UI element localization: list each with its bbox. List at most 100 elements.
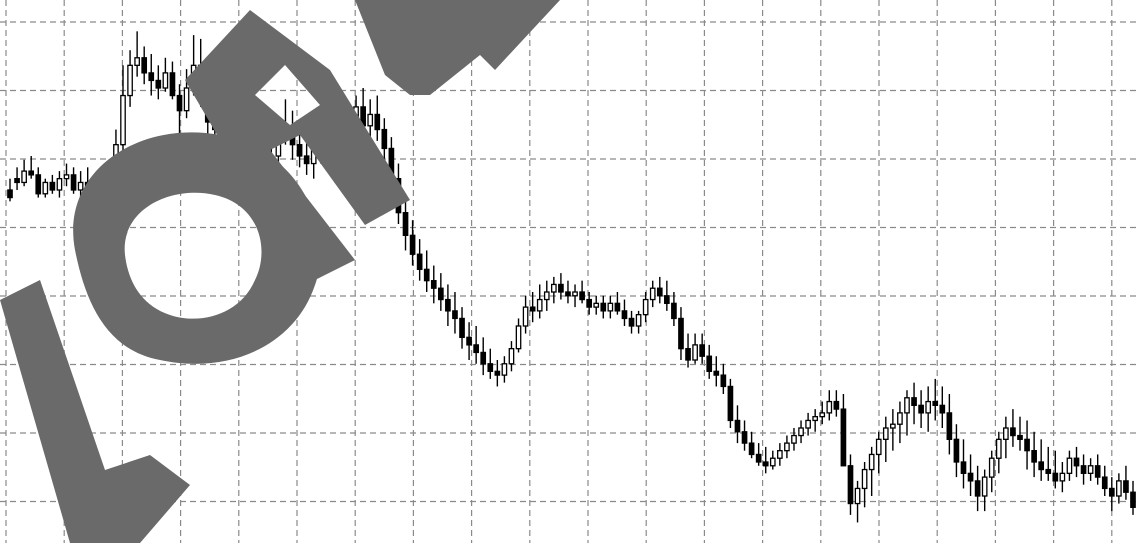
candle (374, 95, 381, 141)
candles (7, 31, 1136, 523)
candle (275, 118, 282, 164)
candle (727, 378, 734, 428)
candle (720, 363, 727, 394)
candle (543, 280, 550, 311)
candle-body-up (346, 121, 352, 142)
candle (904, 390, 910, 436)
candle (317, 122, 324, 164)
candle-body-down (762, 461, 769, 467)
candle-body-down (480, 351, 487, 365)
candle-body-up (882, 427, 889, 440)
candle-body-down (141, 57, 148, 74)
candle (932, 378, 939, 421)
candle (487, 348, 494, 379)
candle (1052, 450, 1059, 489)
candle (826, 390, 833, 421)
candle (628, 310, 635, 334)
candle-body-down (494, 370, 501, 376)
candle (1073, 446, 1080, 478)
candle (882, 416, 889, 462)
candle (508, 341, 515, 372)
candle-body-up (339, 140, 345, 172)
candle (197, 38, 204, 107)
candle-body-up (572, 291, 578, 297)
candle-body-up (805, 419, 811, 429)
candle (219, 118, 225, 179)
candle-body-down (664, 295, 670, 304)
candle (1094, 454, 1101, 485)
candle (247, 148, 253, 183)
candle-body-up (890, 423, 896, 429)
candle-body-down (748, 442, 755, 456)
candle (699, 333, 706, 364)
candle (515, 318, 522, 353)
candle-body-down (671, 302, 677, 320)
candle (614, 292, 621, 315)
candle-body-up (261, 166, 268, 184)
candle (324, 114, 331, 160)
candle-body-up (826, 400, 833, 414)
candle (91, 178, 98, 209)
candle (692, 333, 698, 364)
candle (240, 171, 246, 198)
candle (741, 420, 748, 451)
candle-body-down (416, 253, 423, 270)
candle-body-down (254, 162, 261, 184)
candle-body-up (995, 438, 1002, 459)
candle (169, 61, 176, 100)
candle (981, 469, 988, 512)
candle (1108, 477, 1115, 512)
candle (162, 57, 169, 92)
candle (656, 276, 663, 304)
candle (875, 431, 882, 474)
candle (911, 382, 917, 425)
candle-body-down (1017, 434, 1023, 440)
candle-body-up (63, 174, 70, 180)
candle (1080, 454, 1087, 485)
candle (423, 250, 430, 292)
candle (664, 280, 670, 311)
candle-body-down (586, 298, 592, 308)
candle-body-up (1003, 427, 1009, 440)
candle-body-up (812, 416, 819, 422)
candle-body-down (35, 174, 42, 195)
candle-body-down (445, 298, 451, 312)
candle-body-down (720, 374, 727, 388)
candle (134, 31, 140, 77)
candle-body-down (430, 280, 437, 289)
candle-body-up (268, 155, 275, 168)
candle-body-up (190, 64, 197, 89)
candle-body-down (1101, 476, 1108, 490)
candle-body-up (692, 344, 698, 361)
candle (310, 133, 317, 179)
candle-body-up (642, 298, 649, 316)
candle (890, 409, 896, 451)
candle (678, 307, 684, 360)
candle (558, 273, 564, 300)
candle (706, 344, 713, 379)
candle-body-down (14, 178, 20, 184)
candle-body-up (784, 442, 790, 452)
candle (360, 88, 366, 138)
candle-body-up (1116, 480, 1122, 497)
candle (183, 69, 190, 119)
candle-body-down (409, 234, 416, 255)
candle (226, 148, 232, 187)
candle (642, 292, 649, 323)
candle-body-up (1066, 457, 1073, 474)
candle (1123, 465, 1129, 500)
candle (353, 95, 359, 134)
candle-body-down (374, 113, 381, 131)
candle (529, 292, 536, 323)
candle-body-down (967, 472, 974, 482)
candle (233, 163, 239, 202)
candle (494, 360, 501, 387)
candle (261, 159, 268, 198)
candle-body-down (713, 370, 720, 376)
candle-body-down (84, 181, 91, 195)
candle (409, 220, 416, 266)
candle-body-down (423, 268, 430, 282)
candle (56, 171, 63, 198)
candle-body-down (324, 136, 331, 150)
